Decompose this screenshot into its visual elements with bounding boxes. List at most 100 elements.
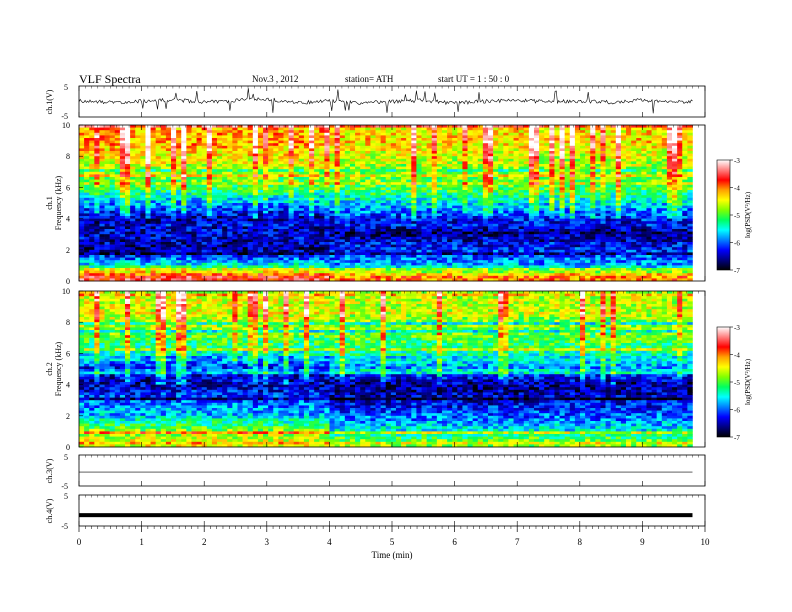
spec1-cell xyxy=(243,203,248,206)
spec1-cell xyxy=(84,193,89,196)
spec1-cell xyxy=(396,167,401,170)
spec1-cell xyxy=(110,190,115,193)
spec1-cell xyxy=(376,185,381,188)
spec1-cell xyxy=(283,255,288,258)
spec1-cell xyxy=(99,273,104,276)
spec1-cell xyxy=(406,221,411,224)
spec1-cell xyxy=(330,237,335,240)
spec1-cell xyxy=(232,190,237,193)
spec1-cell xyxy=(437,252,442,255)
spec1-cell xyxy=(483,234,488,237)
spec1-cell xyxy=(207,161,212,164)
spec1-cell xyxy=(294,182,299,185)
spec1-cell xyxy=(217,146,222,149)
spec1-cell xyxy=(283,141,288,144)
spec1-cell xyxy=(304,135,309,138)
spec1-cell xyxy=(140,143,145,146)
spec1-cell xyxy=(140,130,145,133)
spec1-cell xyxy=(212,193,217,196)
spec1-cell xyxy=(253,195,258,198)
spec1-cell xyxy=(386,141,391,144)
spec1-cell xyxy=(386,226,391,229)
spec1-cell xyxy=(432,161,437,164)
spec1-cell xyxy=(110,177,115,180)
spec1-cell xyxy=(89,167,94,170)
spec1-cell xyxy=(447,169,452,172)
spec1-cell xyxy=(105,125,110,128)
spec1-cell xyxy=(248,151,253,154)
spec1-cell xyxy=(217,185,222,188)
spec1-cell xyxy=(345,154,350,157)
spec1-cell xyxy=(478,203,483,206)
spec1-cell xyxy=(473,193,478,196)
spec1-cell xyxy=(268,203,273,206)
spec1-cell xyxy=(130,187,135,190)
spec1-cell xyxy=(376,146,381,149)
spec1-cell xyxy=(416,182,421,185)
spec1-cell xyxy=(473,190,478,193)
spec1-cell xyxy=(181,167,186,170)
spec1-cell xyxy=(401,271,406,274)
spec1-cell xyxy=(319,161,324,164)
spec1-cell xyxy=(289,167,294,170)
spec1-cell xyxy=(283,172,288,175)
spec1-cell xyxy=(258,130,263,133)
spec1-cell xyxy=(345,245,350,248)
spec1-cell xyxy=(176,135,181,138)
spec1-cell xyxy=(427,203,432,206)
spec1-cell xyxy=(89,146,94,149)
spec1-cell xyxy=(115,185,120,188)
spec1-cell xyxy=(319,182,324,185)
spec1-cell xyxy=(422,128,427,131)
spec1-cell xyxy=(79,271,84,274)
spec1-cell xyxy=(191,213,196,216)
spec1-cell xyxy=(156,174,161,177)
spec1-cell xyxy=(324,203,329,206)
spec1-cell xyxy=(212,180,217,183)
spec1-cell xyxy=(330,211,335,214)
spec1-cell xyxy=(468,133,473,136)
spec1-cell xyxy=(370,211,375,214)
spec1-cell xyxy=(273,239,278,242)
spec1-cell xyxy=(115,232,120,235)
spec1-cell xyxy=(197,226,202,229)
spec1-cell xyxy=(243,229,248,232)
spec1-cell xyxy=(207,216,212,219)
spec1-cell xyxy=(140,200,145,203)
spec1-cell xyxy=(432,208,437,211)
spec1-cell xyxy=(370,268,375,271)
spec1-cell xyxy=(478,268,483,271)
spec1-cell xyxy=(488,169,493,172)
spec1-cell xyxy=(110,130,115,133)
spec1-cell xyxy=(156,234,161,237)
spec1-cell xyxy=(370,200,375,203)
spec1-cell xyxy=(411,273,416,276)
spec1-cell xyxy=(473,138,478,141)
spec1-cell xyxy=(258,172,263,175)
spec1-cell xyxy=(314,187,319,190)
spec1-cell xyxy=(442,265,447,268)
spec1-cell xyxy=(253,260,258,263)
spec1-cell xyxy=(473,169,478,172)
spec1-cell xyxy=(125,146,130,149)
spec1-cell xyxy=(365,263,370,266)
spec1-cell xyxy=(391,193,396,196)
spec1-cell xyxy=(299,138,304,141)
spec1-cell xyxy=(462,151,467,154)
spec1-cell xyxy=(263,242,268,245)
spec1-cell xyxy=(478,133,483,136)
spec1-cell xyxy=(125,226,130,229)
spec1-cell xyxy=(248,208,253,211)
spec1-cell xyxy=(227,164,232,167)
spec1-cell xyxy=(283,187,288,190)
spec1-cell xyxy=(135,219,140,222)
spec1-cell xyxy=(140,213,145,216)
spec1-cell xyxy=(330,276,335,279)
spec1-cell xyxy=(161,250,166,253)
spec1-cell xyxy=(99,164,104,167)
spec1-cell xyxy=(381,167,386,170)
spec1-cell xyxy=(309,164,314,167)
spec1-cell xyxy=(350,200,355,203)
spec1-cell xyxy=(478,245,483,248)
spec1-cell xyxy=(125,177,130,180)
